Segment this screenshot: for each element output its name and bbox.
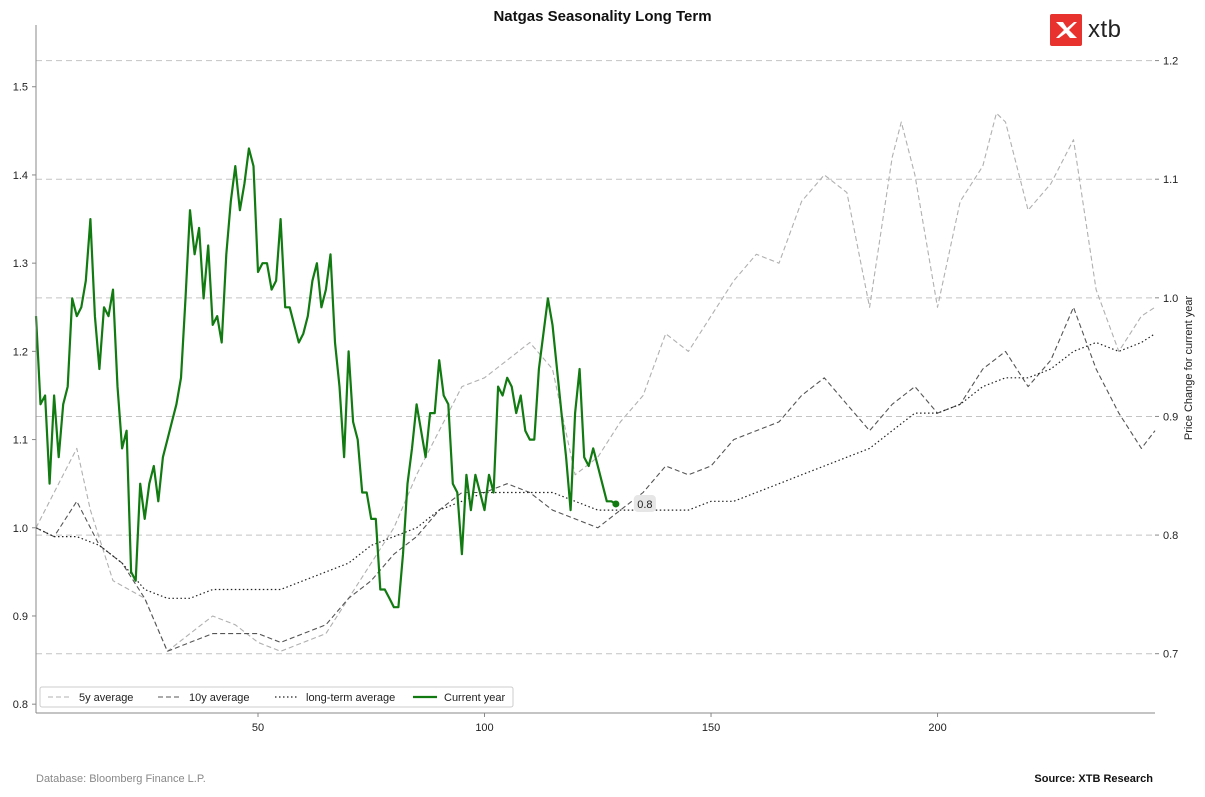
- axis-layer: [35, 25, 1155, 714]
- annotation-box: [633, 494, 656, 512]
- annotation-layer: 0.8: [612, 494, 656, 512]
- xtb-logo-badge: [1050, 14, 1082, 46]
- chart-title: Natgas Seasonality Long Term: [493, 8, 712, 25]
- y-tick-label: 1.3: [13, 258, 28, 270]
- legend-label: 5y average: [79, 692, 133, 704]
- y2-tick-label: 1.0: [1163, 293, 1178, 305]
- y2-tick-label: 0.8: [1163, 530, 1178, 542]
- y-tick-label: 1.1: [13, 435, 28, 447]
- legend-label: 10y average: [189, 692, 250, 704]
- legend-label: Current year: [444, 692, 505, 704]
- series-line-1: [35, 112, 1156, 652]
- ticks-layer: 0.7 0.8 0.9 1.0 1.1 1.2 0.8 0.9 1.0 1.1 1.2 1.3 1.4 1…: [13, 56, 1179, 734]
- y-tick-label: 1.0: [13, 523, 28, 535]
- xtb-logo: xtb: [1050, 14, 1122, 46]
- y2-tick-label: 1.2: [1163, 56, 1178, 68]
- y2-axis-label: Price Change for current year: [1183, 296, 1195, 441]
- series-line-4: [34, 147, 617, 609]
- y2-tick-label: 0.9: [1163, 411, 1178, 423]
- y-tick-label: 0.8: [13, 699, 28, 711]
- x-tick-label: 100: [475, 722, 493, 734]
- x-tick-label: 50: [252, 722, 264, 734]
- series-layer: [34, 112, 1156, 652]
- y-tick-label: 1.2: [13, 346, 28, 358]
- x-mark-icon: [1056, 22, 1077, 38]
- y-tick-label: 0.9: [13, 611, 28, 623]
- x-tick-label: 150: [702, 722, 720, 734]
- legend: 5y average 10y average long-term average Cu…: [39, 686, 514, 708]
- annotation-label: 0.8: [637, 499, 652, 511]
- series-line-3: [35, 333, 1156, 599]
- grid-layer: [36, 60, 1155, 655]
- footer-source: Source: XTB Research: [1034, 773, 1153, 785]
- current-year-endpoint: [612, 500, 620, 508]
- y-tick-label: 1.4: [13, 170, 28, 182]
- legend-label: long-term average: [306, 692, 395, 704]
- series-line-2: [35, 306, 1156, 652]
- y2-tick-label: 1.1: [1163, 174, 1178, 186]
- y-tick-label: 1.5: [13, 82, 28, 94]
- footer-database: Database: Bloomberg Finance L.P.: [36, 773, 206, 785]
- y2-tick-label: 0.7: [1163, 649, 1178, 661]
- x-tick-label: 200: [928, 722, 946, 734]
- xtb-logo-text: xtb: [1088, 16, 1122, 43]
